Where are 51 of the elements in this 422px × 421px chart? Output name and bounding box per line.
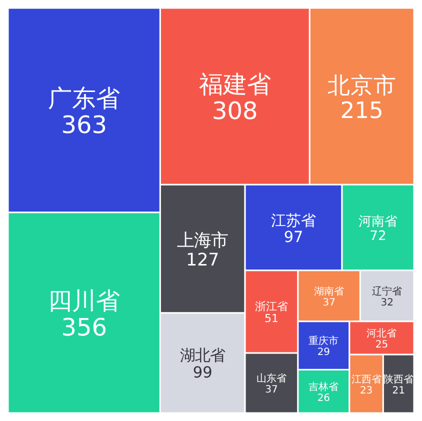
category-label: 辽宁省 bbox=[372, 285, 402, 298]
category-label: 河南省 bbox=[358, 214, 398, 230]
cell: 重庆市 29 bbox=[297, 320, 350, 370]
cell: 上海市 127 bbox=[159, 184, 246, 314]
data-label: 215 bbox=[340, 98, 384, 124]
category-label: 湖南省 bbox=[314, 285, 344, 298]
data-label: 127 bbox=[186, 250, 220, 270]
category-label: 吉林省 bbox=[308, 380, 339, 393]
category-label: 北京市 bbox=[327, 72, 396, 99]
category-label: 湖北省 bbox=[180, 346, 226, 365]
category-label: 陕西省 bbox=[384, 373, 414, 386]
data-label: 21 bbox=[392, 385, 405, 396]
data-label: 72 bbox=[370, 228, 386, 244]
data-label: 97 bbox=[284, 228, 304, 246]
cell: 江西省 23 bbox=[348, 354, 384, 414]
cell: 四川省 356 bbox=[7, 212, 161, 414]
category-label: 江苏省 bbox=[271, 211, 316, 230]
cell: 北京市 215 bbox=[308, 7, 415, 186]
data-label: 51 bbox=[264, 312, 279, 326]
data-label: 37 bbox=[322, 297, 336, 308]
data-label: 308 bbox=[212, 97, 258, 126]
cell: 广东省 363 bbox=[7, 7, 161, 214]
category-label: 福建省 bbox=[198, 70, 271, 99]
data-label: 29 bbox=[317, 347, 330, 358]
data-label: 363 bbox=[61, 111, 108, 140]
data-label: 37 bbox=[265, 384, 278, 396]
cell: 江苏省 97 bbox=[244, 184, 343, 272]
data-label: 356 bbox=[61, 314, 108, 342]
cell: 河南省 72 bbox=[341, 184, 415, 272]
cell: 福建省 308 bbox=[159, 7, 310, 186]
cell: 山东省 37 bbox=[244, 352, 299, 414]
category-label: 四川省 bbox=[48, 287, 120, 316]
cell: 湖南省 37 bbox=[297, 270, 361, 322]
data-label: 25 bbox=[375, 339, 388, 350]
cell: 湖北省 99 bbox=[159, 312, 246, 414]
data-label: 32 bbox=[380, 297, 394, 308]
category-label: 广东省 bbox=[48, 84, 120, 113]
category-label: 江西省 bbox=[351, 373, 382, 386]
data-label: 26 bbox=[317, 392, 330, 404]
cell: 浙江省 51 bbox=[244, 270, 299, 354]
cell: 吉林省 26 bbox=[297, 368, 350, 414]
data-label: 23 bbox=[360, 385, 373, 396]
category-label: 上海市 bbox=[177, 231, 228, 252]
data-label: 99 bbox=[192, 364, 212, 382]
cell: 辽宁省 32 bbox=[359, 270, 415, 322]
category-label: 山东省 bbox=[256, 372, 287, 385]
category-label: 浙江省 bbox=[255, 300, 288, 314]
cell: 陕西省 21 bbox=[382, 354, 415, 414]
cell: 河北省 25 bbox=[348, 320, 415, 356]
category-label: 重庆市 bbox=[308, 335, 339, 348]
category-label: 河北省 bbox=[366, 327, 397, 340]
